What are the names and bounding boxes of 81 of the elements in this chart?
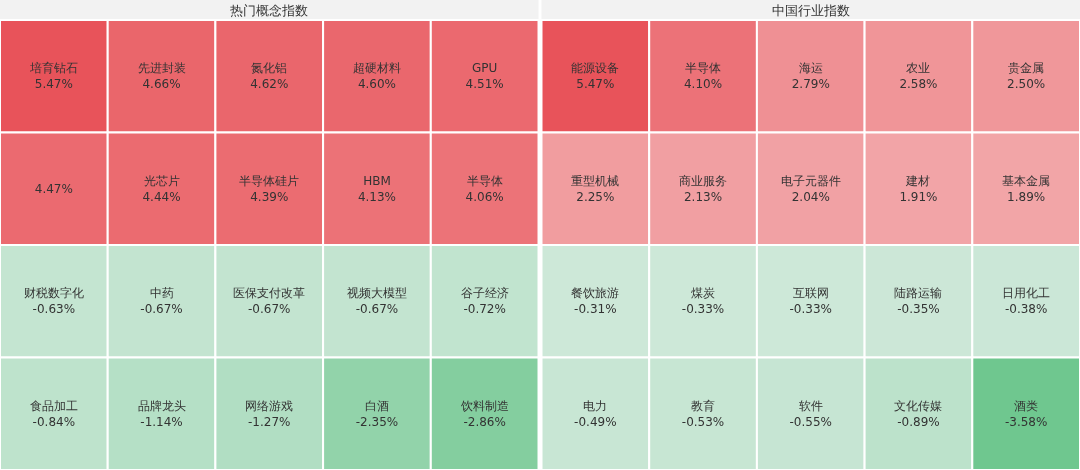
category-label: 半导体 — [466, 173, 503, 188]
data-label: 4.06% — [465, 189, 504, 204]
data-label: -0.63% — [32, 302, 76, 317]
category-label: 食品加工 — [29, 398, 78, 413]
category-label: 先进封装 — [137, 61, 186, 76]
category-label: 建材 — [905, 173, 931, 188]
data-label: -0.49% — [574, 414, 617, 429]
text: 热门概念指数 — [230, 3, 309, 18]
data-label: 4.10% — [683, 77, 723, 92]
data-label: -0.84% — [32, 414, 76, 429]
data-label: -0.89% — [897, 414, 940, 429]
data-label: -1.14% — [140, 414, 183, 429]
category-label: HBM — [363, 173, 391, 188]
category-label: 软件 — [798, 398, 823, 413]
data-label: -0.33% — [789, 302, 832, 317]
data-label: 4.60% — [357, 77, 397, 92]
category-label: GPU — [471, 61, 498, 76]
category-label: 氮化铝 — [251, 61, 288, 76]
data-label: 4.47% — [34, 181, 73, 196]
data-label: 5.47% — [576, 77, 615, 92]
data-label: 4.51% — [465, 77, 504, 92]
data-label: -0.35% — [897, 302, 940, 317]
data-label: 2.25% — [576, 189, 615, 204]
text: 中国行业指数 — [771, 3, 850, 18]
category-label: 日用化工 — [1002, 286, 1051, 301]
data-label: 5.47% — [34, 77, 73, 92]
data-label: -0.55% — [789, 414, 832, 429]
data-label: 4.13% — [357, 189, 397, 204]
data-label: -0.53% — [681, 414, 725, 429]
category-label: 互联网 — [792, 286, 829, 301]
data-label: 4.39% — [250, 189, 289, 204]
data-label: 2.04% — [791, 189, 830, 204]
category-label: 医保支付改革 — [233, 286, 306, 301]
category-label: 能源设备 — [571, 61, 620, 76]
data-label: -0.72% — [463, 302, 506, 317]
data-label: -0.33% — [681, 302, 725, 317]
category-label: 酒类 — [1014, 398, 1039, 413]
category-label: 海运 — [798, 61, 823, 76]
data-label: -0.67% — [140, 302, 183, 317]
data-label: 1.89% — [1007, 189, 1046, 204]
category-label: 白酒 — [364, 398, 389, 413]
category-label: 视频大模型 — [346, 286, 407, 301]
data-label: 4.62% — [250, 77, 289, 92]
category-label: 谷子经济 — [460, 286, 509, 301]
data-label: -0.31% — [574, 302, 617, 317]
category-label: 农业 — [906, 61, 931, 76]
category-label: 电子元器件 — [780, 173, 841, 188]
category-label: 半导体硅片 — [239, 173, 300, 188]
category-label: 网络游戏 — [245, 398, 294, 413]
data-label: -3.58% — [1004, 414, 1048, 429]
category-label: 重型机械 — [571, 173, 620, 188]
category-label: 陆路运输 — [894, 286, 943, 301]
category-label: 基本金属 — [1002, 173, 1051, 188]
category-label: 品牌龙头 — [137, 398, 186, 413]
category-label: 煤炭 — [691, 286, 716, 301]
data-label: -0.38% — [1004, 302, 1048, 317]
data-label: -1.27% — [248, 414, 291, 429]
category-label: 财税数字化 — [23, 286, 84, 301]
data-label: -2.35% — [355, 414, 399, 429]
category-label: 饮料制造 — [459, 398, 509, 413]
category-label: 光芯片 — [143, 173, 180, 188]
data-label: 4.66% — [142, 77, 181, 92]
data-label: -0.67% — [355, 302, 399, 317]
category-label: 餐饮旅游 — [571, 286, 620, 301]
data-label: 2.13% — [683, 189, 723, 204]
data-label: 2.79% — [791, 77, 830, 92]
category-label: 超硬材料 — [352, 61, 401, 76]
category-label: 半导体 — [685, 61, 722, 76]
category-label: 文化传媒 — [894, 398, 943, 413]
category-label: 教育 — [691, 398, 716, 413]
category-label: 贵金属 — [1008, 61, 1045, 76]
category-label: 商业服务 — [679, 173, 728, 188]
category-label: 培育钻石 — [28, 61, 78, 76]
data-label: 4.44% — [142, 189, 181, 204]
category-label: 中药 — [149, 286, 174, 301]
data-label: 2.58% — [899, 77, 938, 92]
data-label: 2.50% — [1007, 77, 1046, 92]
data-label: -2.86% — [463, 414, 506, 429]
data-label: -0.67% — [248, 302, 291, 317]
data-label: 1.91% — [899, 189, 938, 204]
category-label: 电力 — [583, 398, 608, 413]
